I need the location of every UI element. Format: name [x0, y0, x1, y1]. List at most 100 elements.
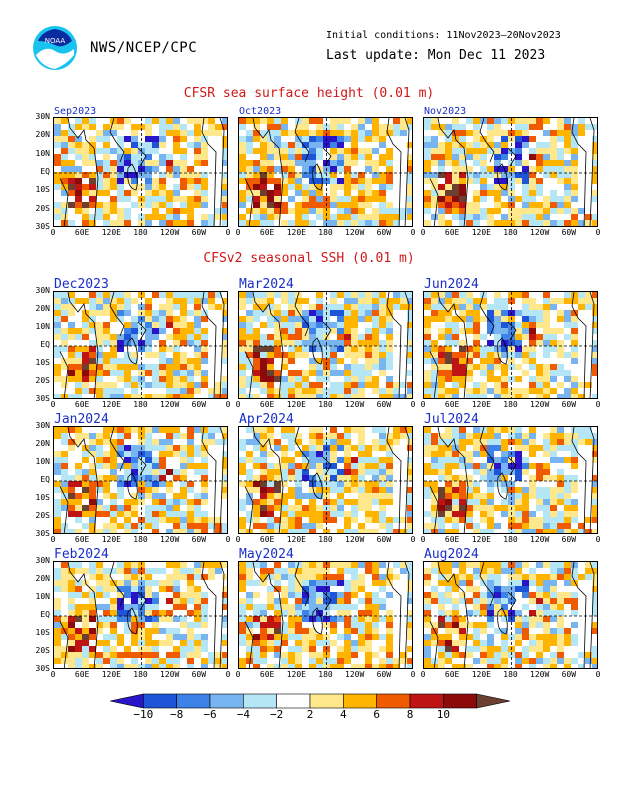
lon-label: 60E — [444, 228, 460, 237]
lon-label: 120E — [286, 670, 306, 679]
colorbar-swatch — [209, 693, 244, 709]
forecast-map-3-title: Jun2024 — [424, 277, 479, 292]
svg-text:NOAA: NOAA — [45, 37, 66, 45]
colorbar-label: 8 — [406, 708, 414, 721]
lon-label: 60E — [74, 228, 90, 237]
colorbar — [109, 692, 511, 716]
lat-label: 20S — [35, 511, 50, 520]
lon-label: 0 — [235, 535, 241, 544]
colorbar-label: −4 — [236, 708, 250, 721]
forecast-map-6-title: Jul2024 — [424, 412, 479, 427]
lon-label: 60W — [561, 228, 577, 237]
obs-map-1-title: Sep2023 — [54, 106, 97, 117]
lon-label: 120W — [530, 228, 550, 237]
lon-label: 180 — [318, 228, 333, 237]
lat-label: EQ — [40, 475, 50, 484]
lon-label: 180 — [133, 228, 148, 237]
lon-label: 60W — [191, 228, 207, 237]
lon-label: 120W — [160, 670, 180, 679]
forecast-map-9-title: Aug2024 — [424, 547, 479, 562]
forecast-map-6 — [423, 426, 598, 534]
lon-label: 120W — [345, 228, 365, 237]
forecast-map-7-title: Feb2024 — [54, 547, 109, 562]
lon-label: 180 — [318, 535, 333, 544]
lon-label: 60W — [561, 670, 577, 679]
lon-label: 60E — [444, 400, 460, 409]
forecast-map-2 — [238, 291, 413, 399]
colorbar-label: −2 — [270, 708, 284, 721]
lon-label: 0 — [410, 535, 416, 544]
colorbar-label: 4 — [340, 708, 347, 721]
lon-label: 0 — [235, 400, 241, 409]
colorbar-label: 6 — [373, 708, 380, 721]
obs-map-1 — [53, 117, 228, 227]
lon-label: 120W — [345, 670, 365, 679]
lon-label: 180 — [133, 400, 148, 409]
lon-label: 60W — [376, 535, 392, 544]
colorbar-swatch — [143, 693, 177, 709]
obs-map-2-title: Oct2023 — [239, 106, 282, 117]
colorbar-label: −6 — [203, 708, 217, 721]
lon-label: 0 — [235, 228, 241, 237]
lon-label: 120W — [530, 535, 550, 544]
lon-label: 60E — [444, 670, 460, 679]
org-name: NWS/NCEP/CPC — [90, 40, 198, 56]
lon-label: 180 — [503, 228, 518, 237]
lon-label: 60W — [376, 400, 392, 409]
lon-label: 120E — [471, 670, 491, 679]
obs-map-3 — [423, 117, 598, 227]
lat-label: 10N — [35, 322, 50, 331]
lon-label: 60W — [191, 670, 207, 679]
lon-label: 120E — [471, 400, 491, 409]
lon-label: 0 — [225, 670, 231, 679]
lon-label: 60W — [376, 228, 392, 237]
colorbar-swatch — [343, 693, 377, 709]
lon-label: 120E — [101, 400, 121, 409]
lon-label: 120W — [345, 400, 365, 409]
last-update: Last update: Mon Dec 11 2023 — [326, 48, 546, 63]
forecast-map-9 — [423, 561, 598, 669]
forecast-map-2-title: Mar2024 — [239, 277, 294, 292]
colorbar-swatch — [176, 693, 211, 709]
lon-label: 120E — [101, 670, 121, 679]
lon-label: 180 — [318, 400, 333, 409]
lon-label: 0 — [225, 535, 231, 544]
lon-label: 120E — [471, 228, 491, 237]
colorbar-swatch — [476, 693, 511, 709]
lat-label: EQ — [40, 610, 50, 619]
forecast-map-5-title: Apr2024 — [239, 412, 294, 427]
lon-label: 0 — [50, 228, 56, 237]
colorbar-swatch — [409, 693, 444, 709]
lon-label: 60W — [376, 670, 392, 679]
lat-label: 20S — [35, 203, 50, 213]
lat-label: 30N — [35, 112, 50, 121]
lon-label: 0 — [420, 670, 426, 679]
lon-label: 60E — [259, 535, 275, 544]
forecast-map-7 — [53, 561, 228, 669]
lat-label: 30N — [35, 556, 50, 565]
lon-label: 120W — [530, 670, 550, 679]
lon-label: 0 — [595, 228, 601, 237]
lon-label: 60W — [191, 400, 207, 409]
lon-label: 0 — [235, 670, 241, 679]
colorbar-swatch — [443, 693, 477, 709]
lon-label: 0 — [50, 535, 56, 544]
lon-label: 60E — [259, 670, 275, 679]
lon-label: 60E — [74, 670, 90, 679]
lat-label: 10N — [35, 457, 50, 466]
lat-label: 10S — [35, 493, 50, 502]
lat-label: 20N — [35, 130, 50, 140]
lon-label: 180 — [318, 670, 333, 679]
lon-label: 120E — [471, 535, 491, 544]
colorbar-swatch — [243, 693, 277, 709]
forecast-map-8 — [238, 561, 413, 669]
lon-label: 0 — [225, 400, 231, 409]
lon-label: 180 — [503, 535, 518, 544]
lon-label: 0 — [420, 400, 426, 409]
lon-label: 0 — [595, 400, 601, 409]
lon-label: 120W — [160, 228, 180, 237]
lon-label: 180 — [133, 535, 148, 544]
lat-label: 10N — [35, 148, 50, 158]
lon-label: 180 — [133, 670, 148, 679]
lat-label: 10S — [35, 185, 50, 195]
